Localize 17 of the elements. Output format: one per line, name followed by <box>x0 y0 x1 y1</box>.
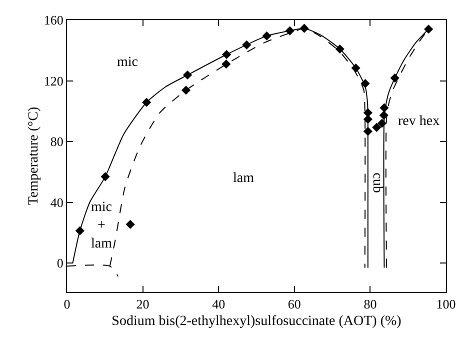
annotation: lam <box>233 171 254 186</box>
x-tick-label: 60 <box>288 296 301 312</box>
y-tick-label: 160 <box>44 12 64 28</box>
annotation: mic + lam <box>91 200 112 252</box>
x-tick-label: 100 <box>436 296 456 312</box>
y-tick-label: 120 <box>44 73 64 88</box>
annotation: mic <box>117 55 138 70</box>
y-tick-label: 0 <box>56 256 64 271</box>
x-tick-label: 40 <box>212 296 226 312</box>
x-axis-title: Sodium bis(2-ethylhexyl)sulfosuccinate (AOT) (%) <box>112 314 402 329</box>
annotation: rev hex <box>398 114 440 129</box>
x-tick-label: 20 <box>136 296 150 312</box>
y-tick-label: 40 <box>50 194 64 210</box>
y-axis-title: Temperature (°C) <box>26 106 42 206</box>
x-tick-label: 80 <box>364 296 377 312</box>
annotation: cub <box>370 172 385 193</box>
y-tick-label: 80 <box>50 134 64 150</box>
